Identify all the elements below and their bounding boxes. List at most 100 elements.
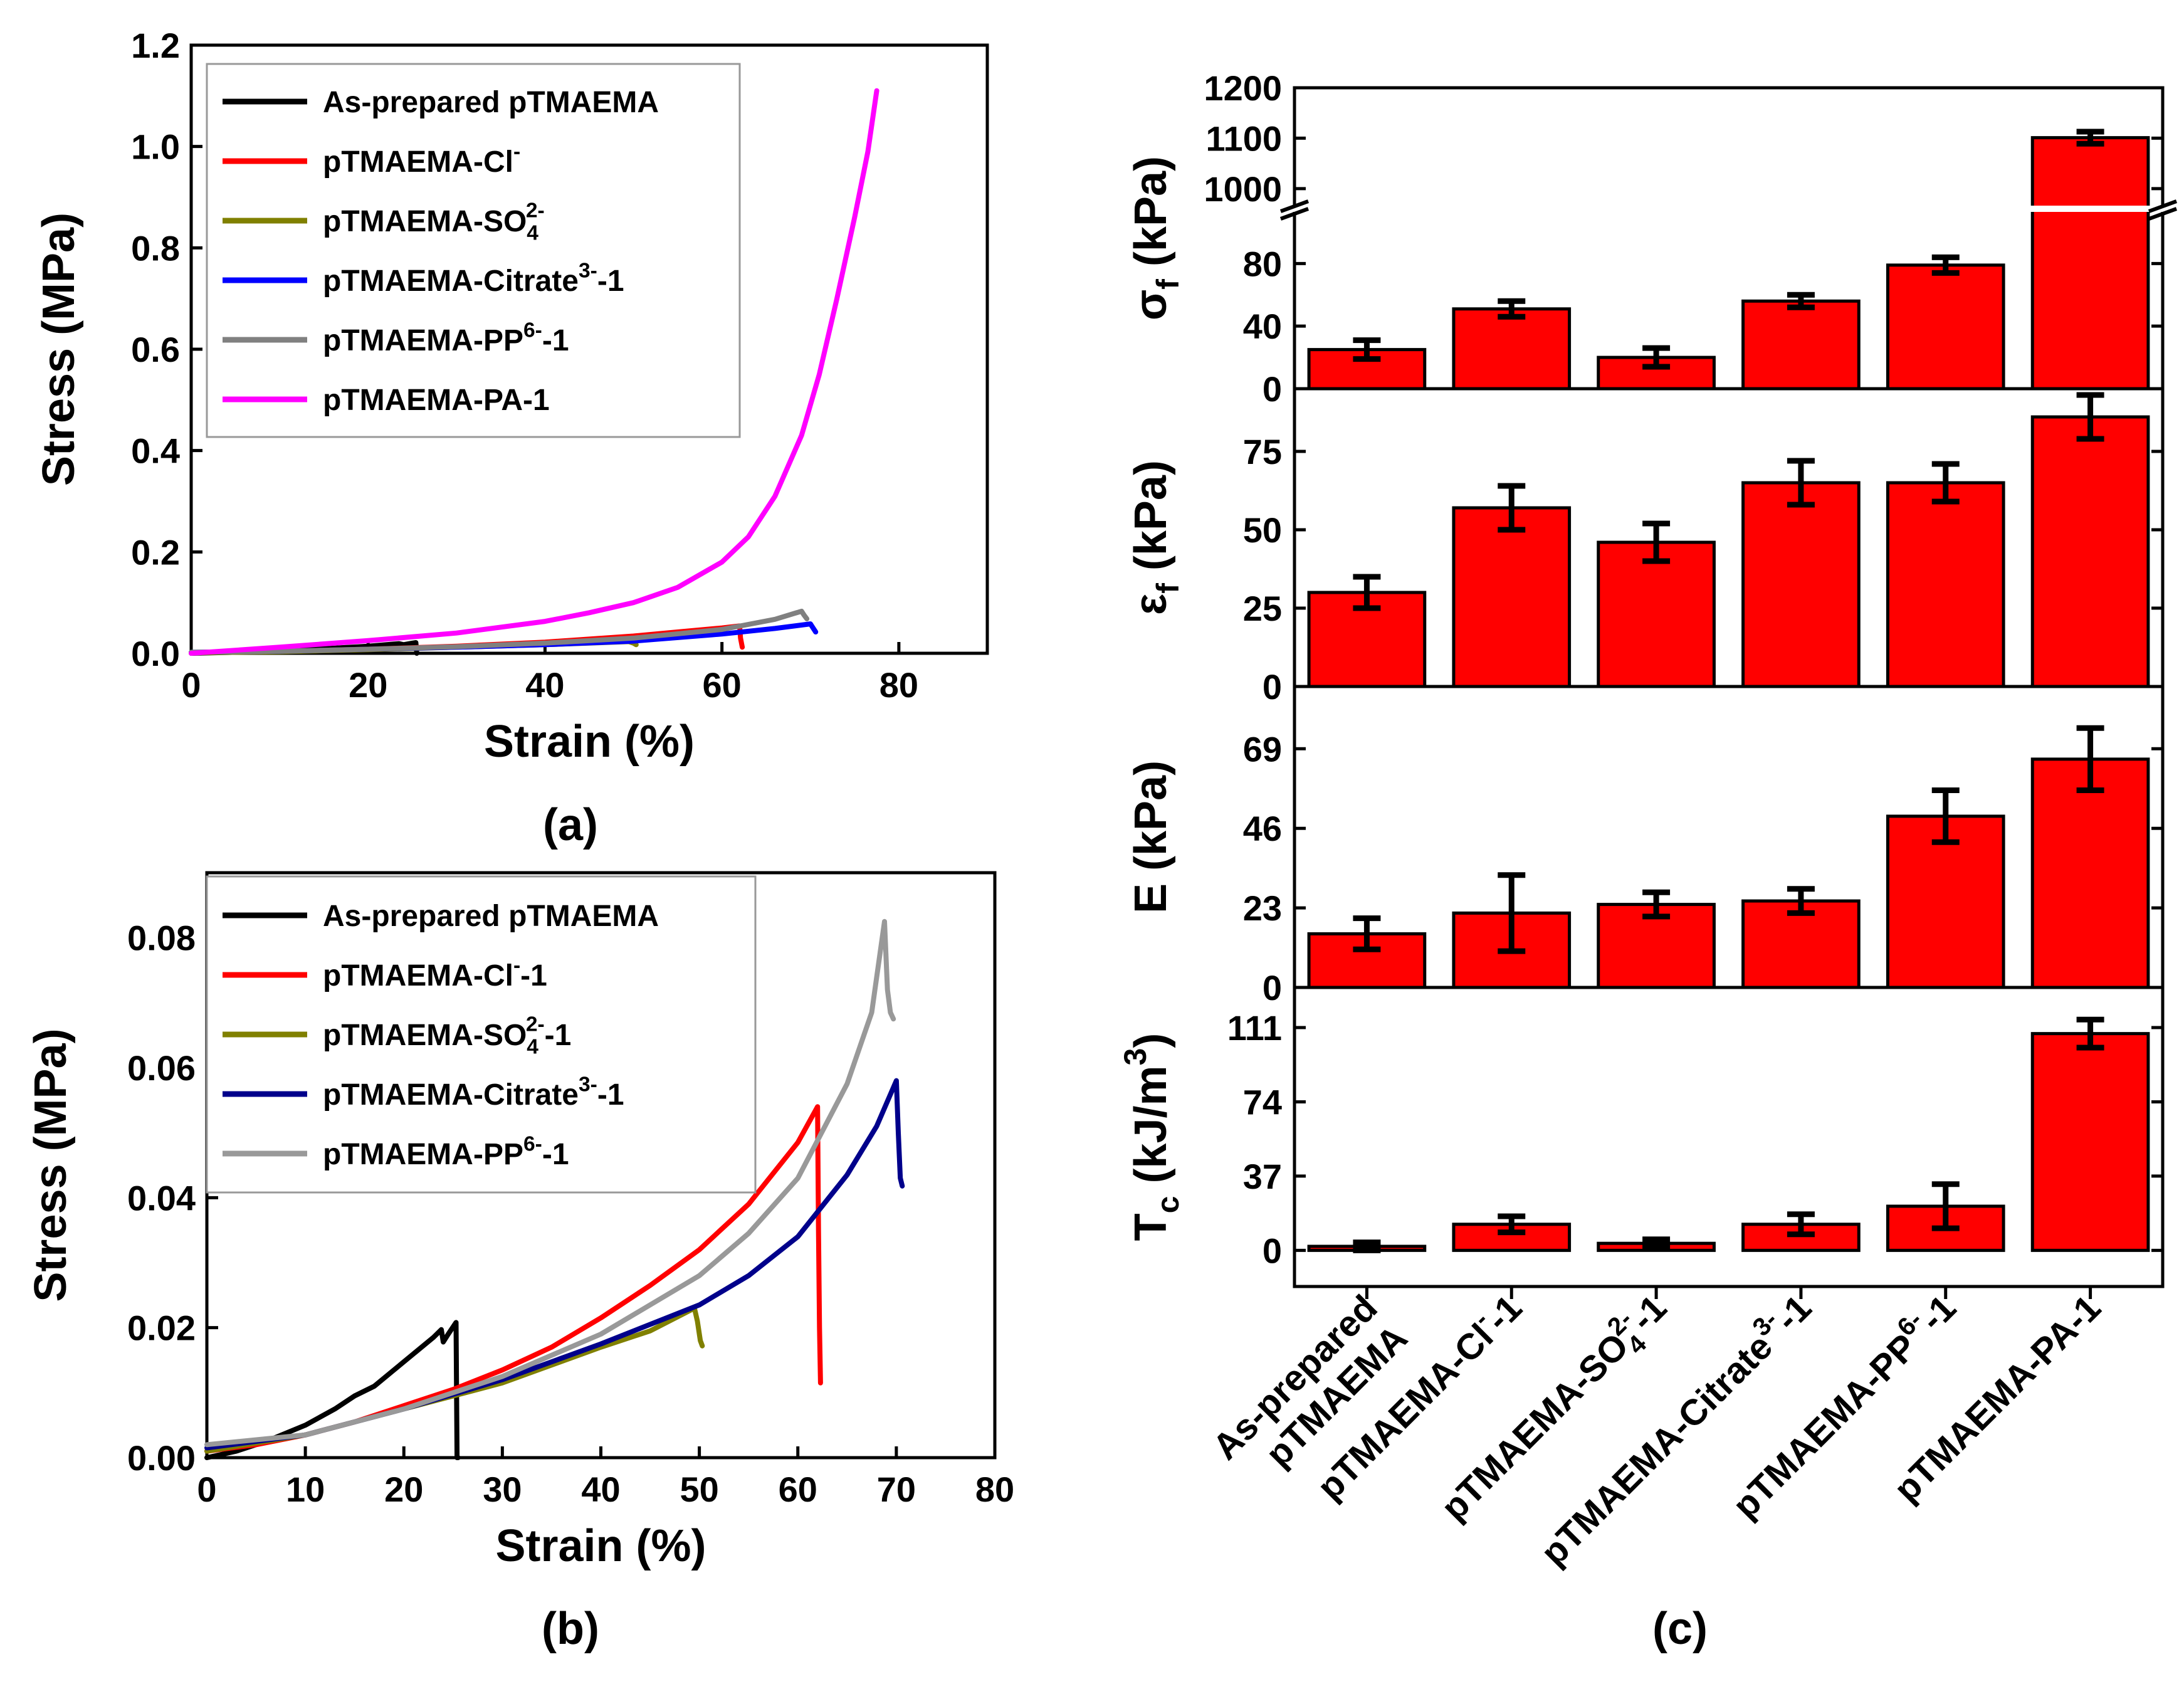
legend-entry: As-prepared pTMAEMA	[323, 86, 659, 119]
y-tick-label: 74	[1243, 1082, 1282, 1122]
bar	[2030, 136, 2150, 391]
x-tick-label: 0	[197, 1470, 216, 1509]
x-tick-label: 80	[879, 665, 918, 705]
label-main: pTMAEMA-SO	[323, 205, 527, 238]
bar	[1886, 263, 2005, 391]
label-sup: 3-	[579, 259, 597, 282]
y-tick-label: 75	[1243, 432, 1282, 471]
label-sup: -	[513, 140, 520, 163]
y-tick-label: 0.0	[131, 634, 180, 673]
y-axis-title: E (kPa)	[1126, 760, 1176, 913]
y-tick-label: 0.02	[127, 1308, 196, 1348]
y-axis-title: σf (kPa)	[1126, 156, 1185, 320]
y-tick-label: 37	[1243, 1157, 1282, 1196]
label-tail: (kPa)	[1126, 156, 1176, 279]
panel-b-stress-strain-zoom: 0 10 20 30 40 50 60 70 80 0.00 0.02 0.04 0.06 0.08 Str…	[26, 871, 1014, 1654]
y-tick-label: 0.06	[127, 1048, 196, 1088]
y-tick-label: 1.2	[131, 26, 180, 65]
label-end: )	[1126, 1033, 1176, 1048]
bar	[2030, 757, 2150, 989]
label-sub: f	[1150, 279, 1185, 290]
label-sub: 4	[527, 1035, 538, 1058]
x-tick-label: 40	[525, 665, 564, 705]
bar	[1452, 307, 1572, 391]
label-main: pTMAEMA-SO	[323, 1019, 527, 1052]
legend-entry: pTMAEMA-Cl-	[323, 140, 520, 179]
label-main: pTMAEMA-Cl	[323, 959, 513, 992]
legend-entry: pTMAEMA-PP6--1	[323, 318, 569, 357]
label-tail: (kJ/m	[1126, 1065, 1176, 1196]
category-label-text: pTMAEMA-SO42--1	[1428, 1282, 1680, 1534]
label-sup: 6-	[523, 1132, 542, 1155]
bar	[2030, 1032, 2150, 1252]
bar	[2030, 415, 2150, 688]
series-line	[189, 608, 810, 655]
subplot-frame	[1293, 986, 2165, 1288]
y-tick-label: 0	[1263, 369, 1282, 409]
y-tick-label: 1100	[1206, 118, 1283, 158]
label-tail: -1	[542, 1138, 569, 1171]
x-tick-label: 50	[680, 1470, 718, 1509]
legend-entry: pTMAEMA-Citrate3--1	[323, 1073, 624, 1112]
label-main: As-prepared pTMAEMA	[323, 86, 659, 119]
y-tick-label: 0.00	[127, 1438, 196, 1478]
y-tick-label: 0	[1263, 1231, 1282, 1270]
label-main: pTMAEMA-PA-1	[323, 384, 550, 417]
label-sup: 2-	[526, 199, 545, 222]
x-tick-label: 10	[286, 1470, 325, 1509]
y-tick-label: 111	[1227, 1008, 1282, 1048]
x-tick-label: 70	[877, 1470, 916, 1509]
label-main: σ	[1126, 290, 1176, 320]
x-tick-label: 60	[779, 1470, 817, 1509]
label-tail: -1	[520, 959, 547, 992]
label-sub: 4	[527, 221, 538, 245]
y-tick-label: 0	[1263, 667, 1282, 707]
y-tick-label: 1200	[1204, 68, 1282, 108]
category-label: pTMAEMA-Citrate3--1	[1533, 1287, 1820, 1574]
x-axis-title: Strain (%)	[495, 1521, 706, 1571]
y-tick-label: 1000	[1204, 169, 1282, 209]
y-tick-label: 80	[1243, 244, 1282, 283]
label-tail: -1	[542, 324, 569, 357]
y-axis-title: εf (kPa)	[1126, 460, 1185, 615]
axis-break-mark	[2148, 199, 2178, 213]
panel-label: (a)	[543, 800, 598, 850]
panel-a-stress-strain-full: 0 20 40 60 80 0.0 0.2 0.4 0.6 0.8 1.0 1.2 Strain (%)…	[34, 26, 989, 850]
y-axis-title: Stress (MPa)	[34, 213, 84, 486]
category-label: pTMAEMA-SO42--1	[1428, 1282, 1680, 1534]
label-main: E	[1126, 883, 1176, 913]
axis-break-mark	[2148, 207, 2178, 221]
y-tick-label: 0.4	[131, 431, 180, 471]
bar	[1741, 481, 1861, 688]
y-tick-label: 69	[1243, 729, 1282, 769]
label-tail: (kPa)	[1126, 460, 1176, 583]
label-sub: f	[1150, 583, 1185, 594]
y-axis-title: Tc (kJ/m3)	[1118, 1033, 1185, 1241]
label-sup: 3	[1118, 1048, 1153, 1066]
y-tick-label: 46	[1243, 809, 1282, 848]
label-sup: 2-	[526, 1013, 545, 1036]
label-main: pTMAEMA-Citrate	[323, 265, 579, 298]
x-tick-label: 20	[349, 665, 387, 705]
label-tail: -1	[597, 265, 624, 298]
y-tick-label: 0.2	[131, 532, 180, 572]
y-tick-label: 0.6	[131, 330, 180, 369]
label-sup: 6-	[523, 318, 542, 342]
y-tick-label: 0	[1263, 968, 1282, 1008]
label-sup: -	[513, 954, 520, 977]
legend-entry: pTMAEMA-Citrate3--1	[323, 259, 624, 298]
x-tick-label: 80	[975, 1470, 1014, 1509]
x-tick-label: 20	[384, 1470, 423, 1509]
series-line	[204, 1320, 461, 1460]
label-main: pTMAEMA-PP	[323, 324, 523, 357]
label-main: ε	[1126, 594, 1176, 615]
label-main: T	[1126, 1213, 1176, 1241]
legend-entry: pTMAEMA-SO42-	[323, 199, 545, 245]
label-tail: -1	[597, 1078, 624, 1112]
x-tick-label: 60	[703, 665, 742, 705]
series-line	[204, 918, 896, 1448]
y-tick-label: 0.08	[127, 918, 196, 958]
series-line	[189, 88, 879, 656]
